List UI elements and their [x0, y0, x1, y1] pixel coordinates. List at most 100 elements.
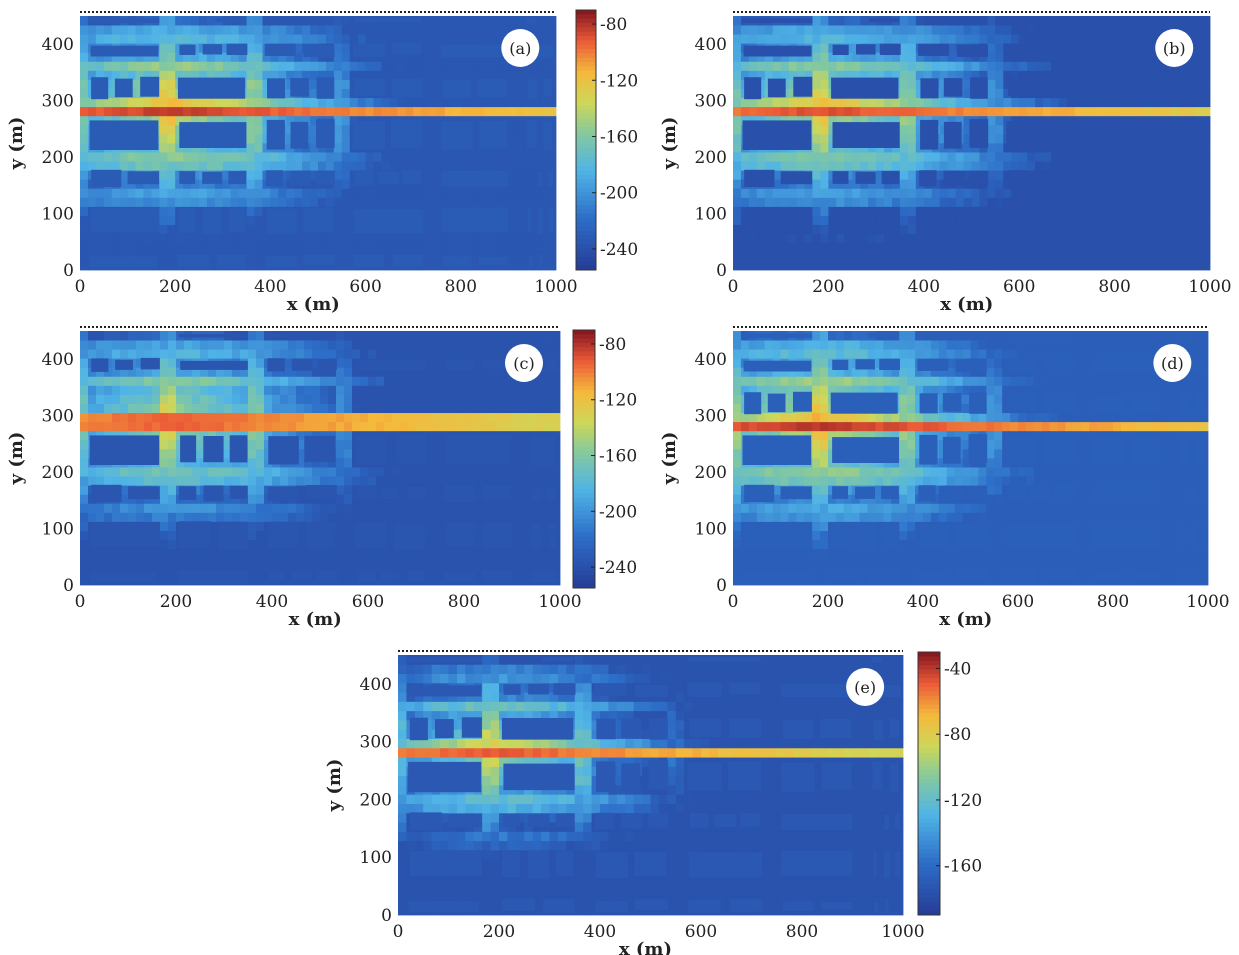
heat-cell — [87, 161, 97, 171]
heat-cell — [381, 34, 390, 44]
heat-cell — [159, 143, 168, 153]
heat-cell — [341, 106, 351, 117]
building — [1202, 170, 1207, 187]
heat-cell — [1051, 34, 1060, 44]
heat-cell — [333, 197, 343, 207]
heat-cell — [222, 170, 232, 180]
building — [226, 43, 248, 55]
heat-cell — [1058, 70, 1068, 80]
heat-cell — [780, 70, 790, 80]
heat-cell — [1035, 161, 1044, 171]
heat-cell — [836, 52, 845, 62]
heat-cell — [1090, 124, 1100, 135]
heat-cell — [184, 476, 193, 486]
heat-cell — [384, 467, 393, 477]
heat-cell — [288, 512, 297, 522]
heat-cell — [860, 161, 869, 171]
heat-cell — [200, 421, 209, 432]
heat-cell — [344, 521, 353, 531]
heat-cell — [448, 331, 457, 341]
heat-cell — [468, 34, 478, 44]
heat-cell — [1154, 25, 1163, 35]
heat-cell — [852, 25, 861, 35]
heat-cell — [167, 188, 176, 198]
heat-cell — [1194, 16, 1203, 26]
heat-cell — [995, 152, 1004, 162]
heat-cell — [1082, 25, 1092, 35]
heat-cell — [1186, 188, 1195, 198]
heat-cell — [508, 143, 517, 153]
heat-cell — [120, 385, 129, 395]
heat-cell — [868, 34, 877, 44]
heat-cell — [246, 197, 255, 207]
heat-cell — [468, 133, 478, 144]
heat-cell — [1178, 188, 1187, 198]
heat-cell — [286, 188, 295, 198]
heat-cell — [214, 52, 224, 62]
heat-cell — [1170, 242, 1179, 253]
heat-cell — [384, 503, 393, 513]
heat-cell — [310, 161, 319, 171]
heat-cell — [844, 34, 853, 44]
heat-cell — [884, 25, 893, 35]
heat-cell — [286, 115, 295, 126]
heat-cell — [167, 88, 176, 99]
heat-cell — [452, 34, 462, 44]
heat-cell — [112, 503, 121, 513]
colorbar-segment — [576, 161, 596, 167]
heat-cell — [424, 367, 433, 377]
heat-cell — [389, 52, 398, 62]
building — [265, 170, 284, 187]
heat-cell — [923, 16, 933, 26]
heat-cell — [424, 439, 433, 450]
building — [89, 256, 157, 267]
heat-cell — [127, 97, 136, 108]
heat-cell — [168, 485, 177, 495]
heat-cell — [844, 16, 853, 26]
heat-cell — [224, 494, 233, 504]
heat-cell — [448, 340, 457, 350]
heat-cell — [432, 494, 441, 504]
heat-cell — [780, 34, 790, 44]
heat-cell — [1066, 52, 1076, 62]
heat-cell — [272, 512, 281, 522]
heat-cell — [384, 476, 393, 486]
heat-cell — [214, 179, 224, 189]
heat-cell — [772, 179, 782, 189]
heat-cell — [224, 376, 233, 386]
heat-cell — [899, 188, 909, 198]
heat-cell — [288, 376, 297, 386]
heat-cell — [88, 403, 97, 414]
heat-cell — [540, 61, 549, 71]
heat-cell — [820, 106, 829, 117]
heat-cell — [262, 152, 271, 162]
heat-cell — [844, 52, 853, 62]
heat-cell — [884, 52, 893, 62]
heat-cell — [508, 242, 517, 253]
heat-cell — [341, 16, 351, 26]
heat-cell — [222, 179, 232, 189]
heat-cell — [772, 170, 782, 180]
heat-cell — [304, 494, 313, 504]
heat-cell — [963, 161, 972, 171]
heat-cell — [424, 403, 433, 414]
heat-cell — [143, 106, 152, 117]
heat-cell — [183, 188, 192, 198]
heat-cell — [254, 88, 263, 99]
heat-cell — [128, 349, 137, 359]
heat-cell — [852, 16, 861, 26]
heat-cell — [280, 385, 289, 395]
heat-cell — [254, 16, 263, 26]
heat-cell — [111, 52, 121, 62]
heat-cell — [191, 52, 200, 62]
heat-cell — [907, 242, 917, 253]
heat-cell — [931, 16, 941, 26]
heat-cell — [868, 25, 877, 35]
building — [743, 45, 812, 57]
heat-cell — [1162, 188, 1171, 198]
heat-cell — [1082, 206, 1092, 216]
heat-cell — [1154, 97, 1163, 108]
heat-cell — [296, 575, 305, 586]
heat-cell — [1058, 25, 1068, 35]
heat-cell — [804, 52, 813, 62]
